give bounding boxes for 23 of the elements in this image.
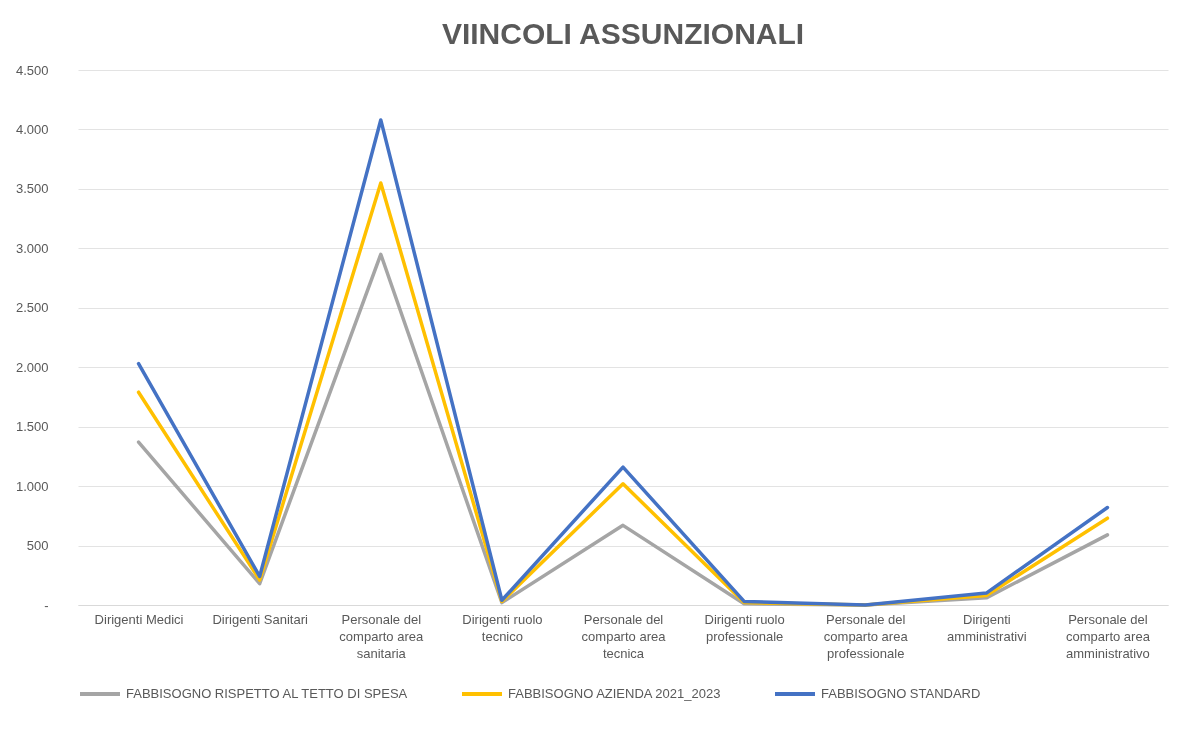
x-tick-label: Dirigenti Sanitari — [212, 611, 308, 627]
x-tick-label: Personale del comparto area sanitaria — [339, 611, 424, 661]
x-tick-label: Personale del comparto area professionale — [823, 611, 909, 661]
y-tick-label: 1.000 — [15, 478, 49, 494]
x-tick-label: Personale del comparto area amministrativo — [1066, 611, 1151, 661]
x-tick-label: Dirigenti ruolo tecnico — [462, 611, 543, 644]
y-tick-label: 2.000 — [15, 359, 49, 375]
y-tick-label: 1.500 — [15, 419, 49, 435]
x-tick-label: Dirigenti amministrativi — [947, 611, 1027, 644]
y-tick-label: 500 — [26, 538, 49, 554]
x-tick-label: Dirigenti ruolo professionale — [704, 611, 785, 644]
y-tick-label: 2.500 — [15, 300, 49, 316]
y-tick-label: 4.000 — [15, 121, 49, 137]
x-tick-label: Dirigenti Medici — [94, 611, 184, 627]
y-tick-label: - — [44, 597, 49, 613]
y-tick-label: 3.500 — [15, 181, 49, 197]
legend-label: FABBISOGNO RISPETTO AL TETTO DI SPESA — [126, 686, 408, 701]
y-tick-label: 3.000 — [15, 240, 49, 256]
legend-label: FABBISOGNO STANDARD — [821, 686, 981, 701]
legend-label: FABBISOGNO AZIENDA 2021_2023 — [508, 686, 721, 701]
x-tick-label: Personale del comparto area tecnica — [581, 611, 667, 661]
y-tick-label: 4.500 — [15, 62, 49, 78]
chart-title: VIINCOLI ASSUNZIONALI — [441, 17, 805, 50]
